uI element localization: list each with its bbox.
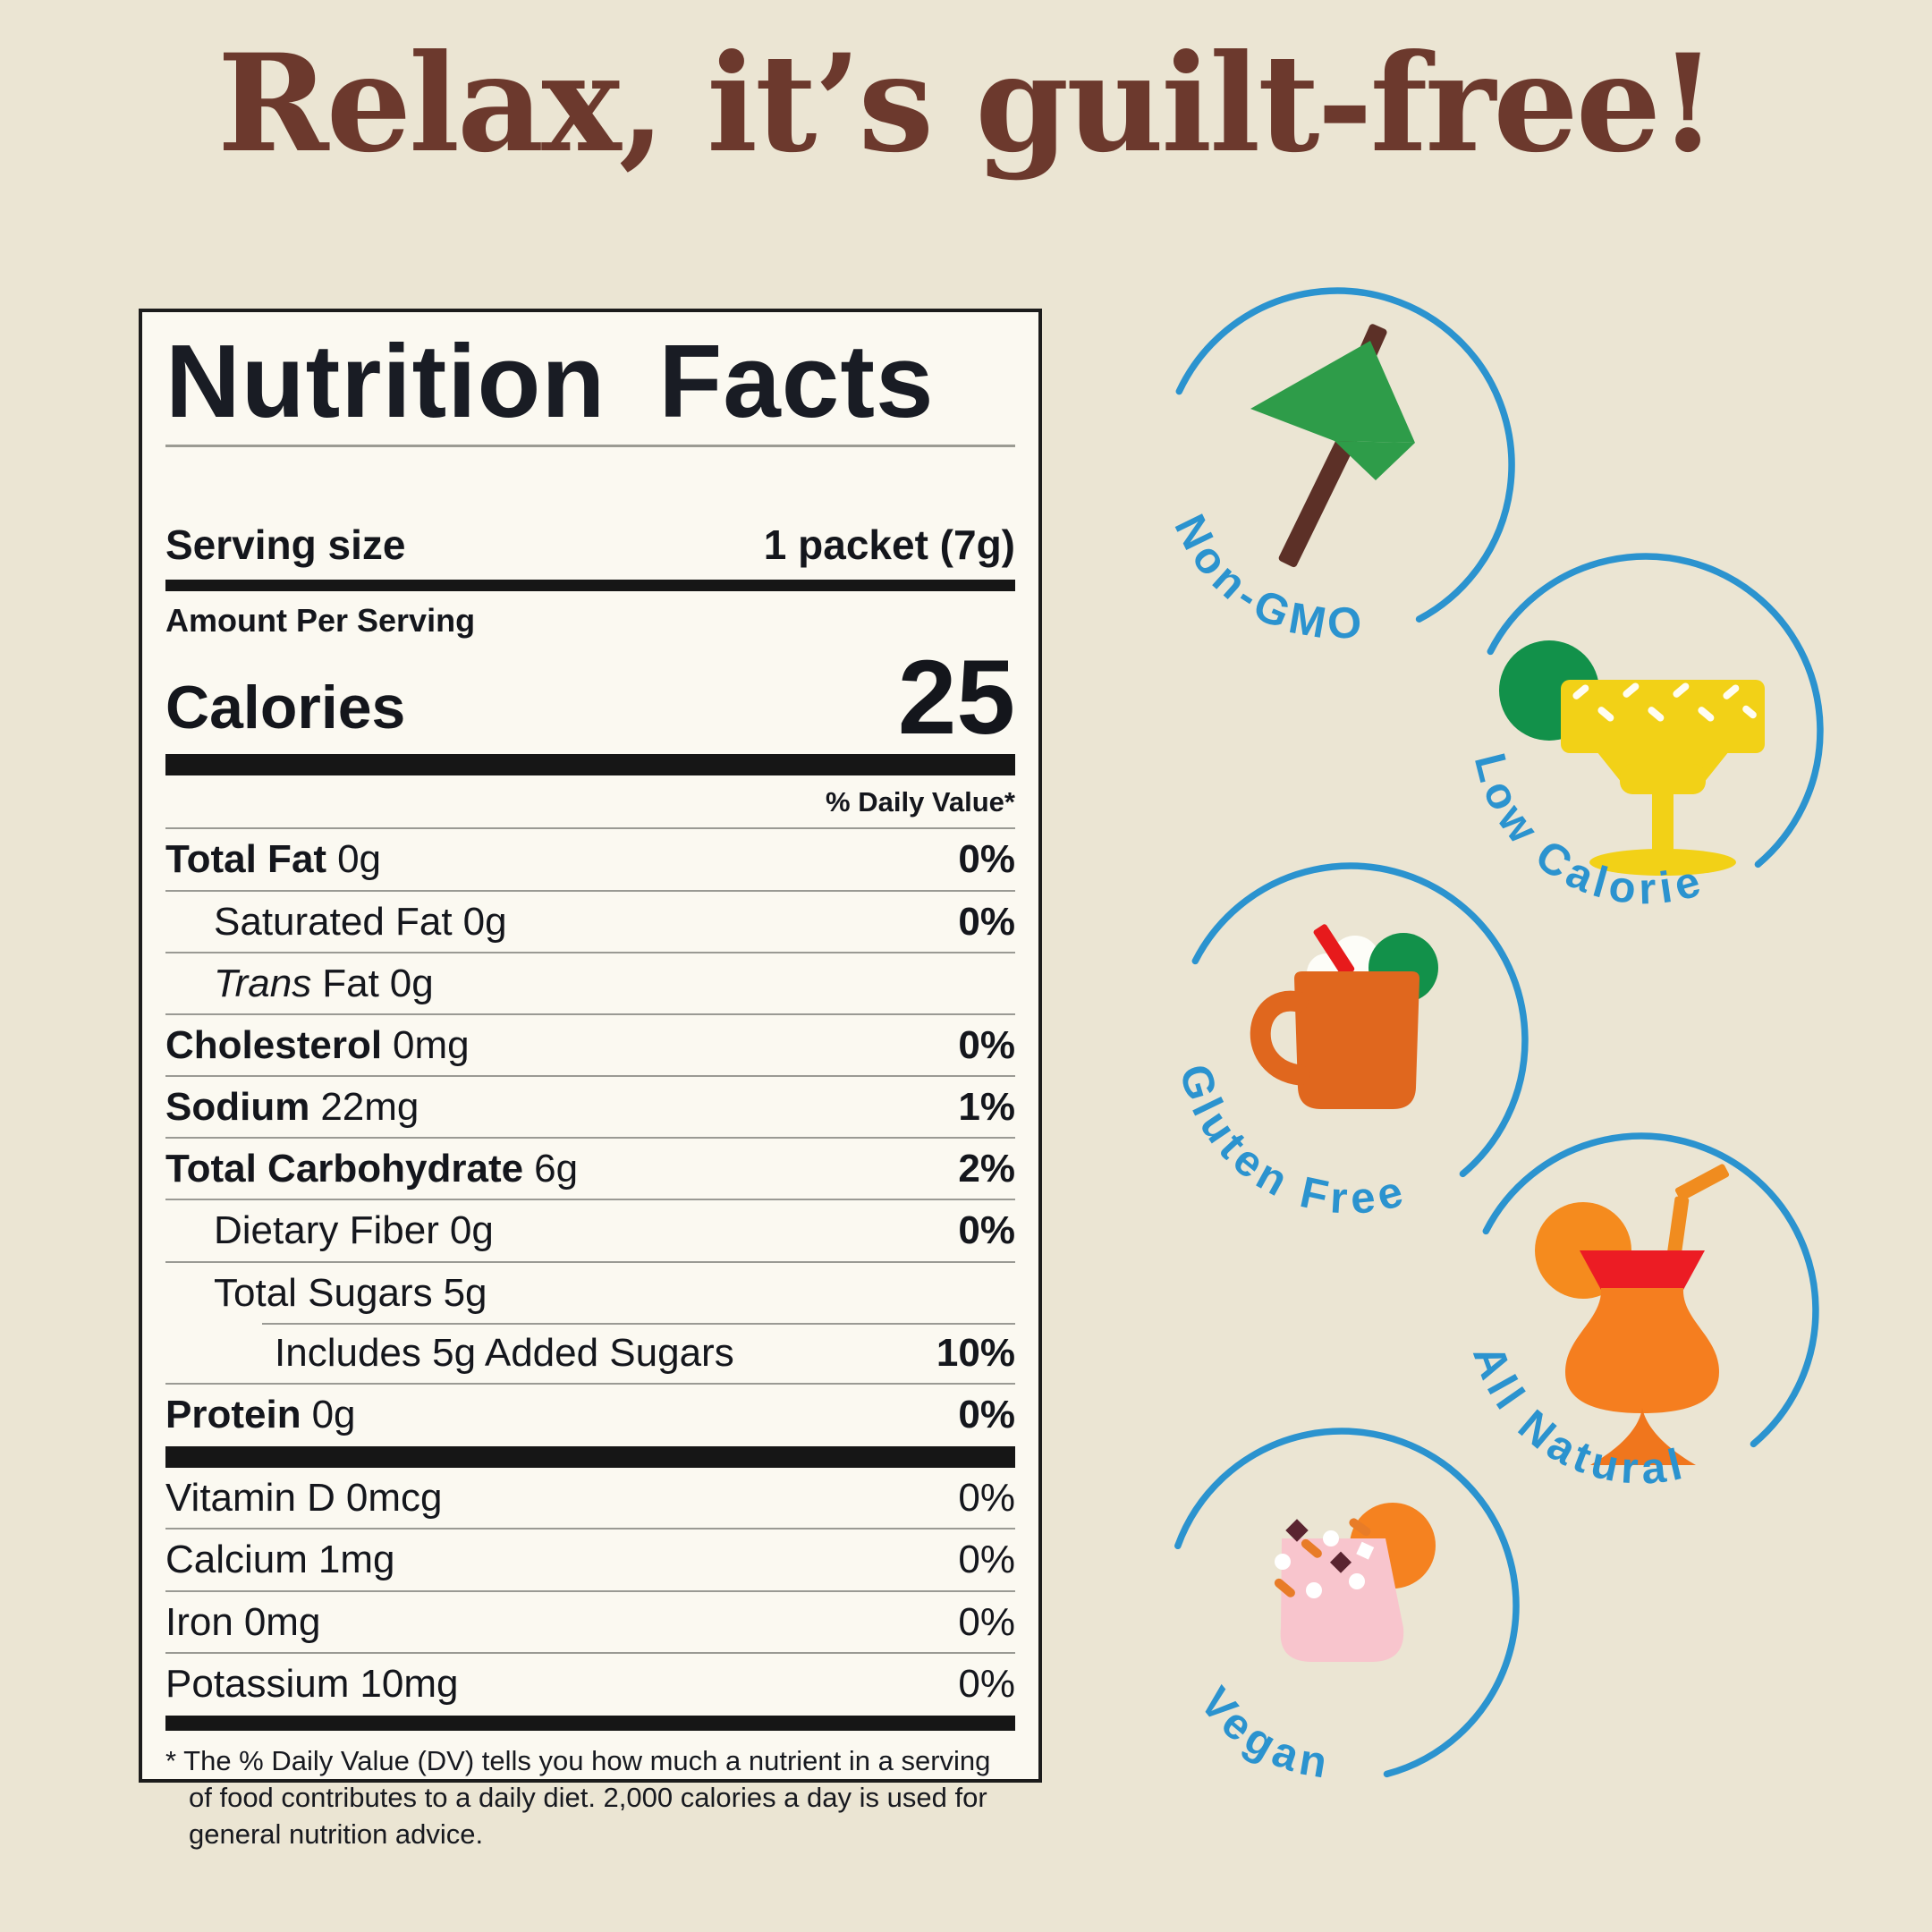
nutrient-name: Iron [165, 1599, 233, 1644]
pink-cocktail-icon [1274, 1503, 1436, 1662]
nutrient-amount: 0g [389, 961, 434, 1005]
table-row: Protein 0g 0% [165, 1383, 1015, 1445]
nutrient-dv: 0% [958, 1476, 1015, 1521]
nutrient-amount: 10mg [360, 1661, 459, 1706]
badge-non-gmo: Non-GMO [1165, 287, 1515, 648]
label-title: Nutrition Facts [165, 323, 935, 439]
serving-size-row: Serving size 1 packet (7g) [165, 521, 1015, 569]
nutrient-name: Vitamin D [165, 1476, 335, 1521]
nutrient-dv: 0% [958, 1022, 1015, 1067]
nutrient-name: Total Sugars [214, 1270, 433, 1315]
svg-text:Vegan: Vegan [1191, 1679, 1335, 1789]
nutrient-amount: 0g [462, 899, 507, 944]
table-row: Includes 5g Added Sugars 10% [165, 1322, 1015, 1383]
daily-value-header: % Daily Value* [826, 786, 1015, 818]
nutrient-amount: 0mg [393, 1022, 470, 1067]
table-row: Iron 0mg 0% [165, 1589, 1015, 1652]
serving-size-value: 1 packet (7g) [763, 521, 1015, 569]
divider-bar [165, 754, 1015, 776]
nutrient-dv: 10% [936, 1330, 1015, 1375]
badge-label: Non-GMO [1165, 507, 1362, 648]
table-row: Potassium 10mg 0% [165, 1651, 1015, 1714]
calories-label: Calories [165, 674, 406, 742]
nutrient-dv: 0% [958, 837, 1015, 882]
badge-all-natural: All Natural [1463, 1132, 1819, 1494]
nutrient-dv: 2% [958, 1147, 1015, 1191]
table-row: Dietary Fiber 0g 0% [165, 1199, 1015, 1260]
nutrient-amount: 0mcg [345, 1476, 443, 1521]
nutrient-dv: 0% [958, 1599, 1015, 1644]
amount-per-serving-label: Amount Per Serving [165, 602, 476, 640]
calories-value: 25 [897, 639, 1015, 758]
badge-vegan: Vegan [1174, 1428, 1520, 1789]
table-row: Sodium 22mg 1% [165, 1075, 1015, 1137]
nutrient-name: Dietary Fiber [214, 1208, 439, 1253]
nutrient-dv: 0% [958, 1208, 1015, 1253]
serving-size-label: Serving size [165, 521, 406, 569]
page-title: Relax, it’s guilt-free! [216, 25, 1717, 182]
nutrient-name: Sodium [165, 1085, 310, 1130]
table-row: Cholesterol 0mg 0% [165, 1013, 1015, 1075]
nutrient-name: Saturated Fat [214, 899, 453, 944]
nutrient-amount: 6g [534, 1147, 579, 1191]
badge-circle [1191, 862, 1529, 1178]
nutrient-name: Fat [322, 961, 379, 1005]
cocktail-umbrella-icon [1250, 324, 1415, 568]
nutrient-dv: 0% [958, 1393, 1015, 1436]
footnote-text: The % Daily Value (DV) tells you how muc… [183, 1744, 991, 1850]
nutrient-amount: 5g [443, 1270, 487, 1315]
nutrient-amount: 0g [449, 1208, 494, 1253]
calories-row: Calories 25 [165, 639, 1015, 758]
table-row: Total Carbohydrate 6g 2% [165, 1137, 1015, 1199]
divider [165, 445, 1015, 448]
table-row: Vitamin D 0mcg 0% [165, 1468, 1015, 1528]
badge-label: Vegan [1191, 1679, 1330, 1789]
nutrient-amount: 0mg [243, 1599, 321, 1644]
badge-gluten-free: Gluten Free [1170, 862, 1529, 1224]
nutrient-dv: 0% [958, 1661, 1015, 1706]
nutrient-name: Protein [165, 1393, 301, 1436]
daily-value-footnote: * The % Daily Value (DV) tells you how m… [165, 1743, 1015, 1853]
hurricane-cocktail-icon [1535, 1164, 1730, 1465]
badge-circle [1482, 1132, 1819, 1448]
nutrient-name: Cholesterol [165, 1022, 383, 1067]
nutrient-name: Potassium [165, 1661, 350, 1706]
nutrient-amount: 0g [311, 1393, 356, 1436]
table-row: Total Sugars 5g [165, 1260, 1015, 1323]
divider-bar [165, 1446, 1015, 1469]
badge-circle [1174, 1428, 1520, 1778]
nutrition-facts-label: Nutrition Facts Serving size 1 packet (7… [139, 309, 1042, 1850]
badge-circle [1175, 287, 1515, 623]
table-row: Calcium 1mg 0% [165, 1528, 1015, 1589]
badge-circle [1487, 553, 1824, 869]
margarita-glass-icon [1499, 640, 1765, 876]
nutrient-dv: 0% [958, 899, 1015, 944]
divider-bar [165, 580, 1015, 592]
svg-text:Non-GMO: Non-GMO [1165, 507, 1368, 648]
nutrient-amount: 0g [337, 837, 382, 882]
nutrient-amount: 22mg [320, 1085, 419, 1130]
nutrient-name: Includes 5g Added Sugars [275, 1330, 734, 1375]
nutrient-name: Trans [214, 961, 312, 1005]
table-row: Total Fat 0g 0% [165, 827, 1015, 889]
nutrient-name: Total Fat [165, 837, 327, 882]
divider-bar [165, 1715, 1015, 1731]
nutrient-amount: 1mg [318, 1538, 395, 1582]
table-row: Trans Fat 0g [165, 951, 1015, 1013]
mule-mug-icon [1250, 924, 1438, 1109]
nutrient-dv: 1% [958, 1085, 1015, 1130]
nutrient-name: Total Carbohydrate [165, 1147, 524, 1191]
nutrient-dv: 0% [958, 1538, 1015, 1582]
footnote-marker: * [165, 1744, 177, 1776]
badge-low-calorie: Low Calorie [1465, 553, 1824, 914]
table-row: Saturated Fat 0g 0% [165, 889, 1015, 952]
nutrient-name: Calcium [165, 1538, 308, 1582]
